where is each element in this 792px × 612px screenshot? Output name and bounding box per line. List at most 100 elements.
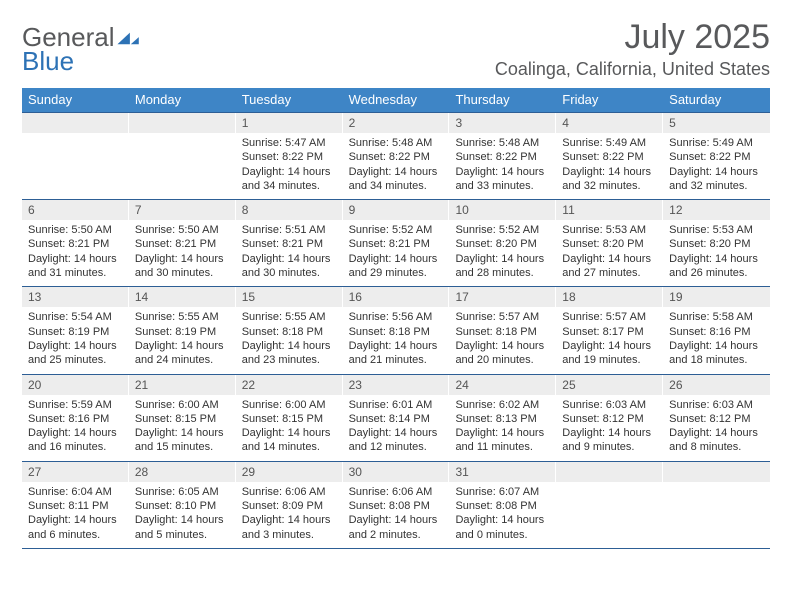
day-header-thursday: Thursday [449, 88, 556, 112]
sunset-line: Sunset: 8:21 PM [28, 237, 125, 251]
brand-mark-icon [117, 24, 141, 50]
day-cell-16: 16Sunrise: 5:56 AMSunset: 8:18 PMDayligh… [343, 287, 450, 373]
day-cell-6: 6Sunrise: 5:50 AMSunset: 8:21 PMDaylight… [22, 200, 129, 286]
daylight-line: Daylight: 14 hours and 25 minutes. [28, 339, 125, 368]
empty-cell [22, 113, 129, 199]
sunrise-line: Sunrise: 5:48 AM [349, 136, 446, 150]
daylight-line: Daylight: 14 hours and 11 minutes. [455, 426, 552, 455]
day-number: 9 [343, 200, 450, 220]
day-cell-12: 12Sunrise: 5:53 AMSunset: 8:20 PMDayligh… [663, 200, 770, 286]
daylight-line: Daylight: 14 hours and 30 minutes. [135, 252, 232, 281]
day-body: Sunrise: 6:00 AMSunset: 8:15 PMDaylight:… [236, 395, 343, 461]
sunrise-line: Sunrise: 5:53 AM [562, 223, 659, 237]
sunset-line: Sunset: 8:19 PM [28, 325, 125, 339]
sunset-line: Sunset: 8:12 PM [562, 412, 659, 426]
daylight-line: Daylight: 14 hours and 23 minutes. [242, 339, 339, 368]
day-body [22, 133, 129, 195]
day-cell-10: 10Sunrise: 5:52 AMSunset: 8:20 PMDayligh… [449, 200, 556, 286]
day-cell-20: 20Sunrise: 5:59 AMSunset: 8:16 PMDayligh… [22, 375, 129, 461]
day-cell-14: 14 Sunrise: 5:55 AMSunset: 8:19 PMDayligh… [129, 287, 236, 373]
daylight-line: Daylight: 14 hours and 20 minutes. [455, 339, 552, 368]
day-number: 14 [129, 287, 236, 307]
daylight-line: Daylight: 14 hours and 19 minutes. [562, 339, 659, 368]
sunrise-line: Sunrise: 5:52 AM [349, 223, 446, 237]
day-number [556, 462, 663, 482]
sunset-line: Sunset: 8:19 PM [135, 325, 232, 339]
brand-logo: GeneralBlue [22, 18, 141, 74]
sunset-line: Sunset: 8:14 PM [349, 412, 446, 426]
day-body: Sunrise: 5:48 AMSunset: 8:22 PMDaylight:… [343, 133, 450, 199]
day-cell-3: 3Sunrise: 5:48 AMSunset: 8:22 PMDaylight… [449, 113, 556, 199]
day-cell-29: 29Sunrise: 6:06 AMSunset: 8:09 PMDayligh… [236, 462, 343, 548]
page-title: July 2025 [495, 18, 770, 57]
daylight-line: Daylight: 14 hours and 14 minutes. [242, 426, 339, 455]
daylight-line: Daylight: 14 hours and 16 minutes. [28, 426, 125, 455]
title-block: July 2025 Coalinga, California, United S… [495, 18, 770, 80]
daylight-line: Daylight: 14 hours and 3 minutes. [242, 513, 339, 542]
sunrise-line: Sunrise: 6:02 AM [455, 398, 552, 412]
day-number: 16 [343, 287, 450, 307]
day-cell-5: 5Sunrise: 5:49 AMSunset: 8:22 PMDaylight… [663, 113, 770, 199]
day-cell-2: 2Sunrise: 5:48 AMSunset: 8:22 PMDaylight… [343, 113, 450, 199]
sunset-line: Sunset: 8:22 PM [562, 150, 659, 164]
sunrise-line: Sunrise: 6:06 AM [242, 485, 339, 499]
day-cell-18: 18Sunrise: 5:57 AMSunset: 8:17 PMDayligh… [556, 287, 663, 373]
day-body: Sunrise: 5:57 AMSunset: 8:17 PMDaylight:… [556, 307, 663, 373]
day-body: Sunrise: 6:05 AMSunset: 8:10 PMDaylight:… [129, 482, 236, 548]
sunrise-line: Sunrise: 6:03 AM [562, 398, 659, 412]
day-number: 2 [343, 113, 450, 133]
daylight-line: Daylight: 14 hours and 24 minutes. [135, 339, 232, 368]
sunset-line: Sunset: 8:08 PM [455, 499, 552, 513]
day-body [663, 482, 770, 544]
sunrise-line: Sunrise: 5:57 AM [455, 310, 552, 324]
daylight-line: Daylight: 14 hours and 28 minutes. [455, 252, 552, 281]
daylight-line: Daylight: 14 hours and 29 minutes. [349, 252, 446, 281]
day-body: Sunrise: 5:47 AMSunset: 8:22 PMDaylight:… [236, 133, 343, 199]
day-number: 15 [236, 287, 343, 307]
day-cell-13: 13Sunrise: 5:54 AMSunset: 8:19 PMDayligh… [22, 287, 129, 373]
week-row: 1Sunrise: 5:47 AMSunset: 8:22 PMDaylight… [22, 112, 770, 199]
day-number: 6 [22, 200, 129, 220]
sunrise-line: Sunrise: 5:55 AM [135, 310, 232, 324]
day-body: Sunrise: 5:49 AMSunset: 8:22 PMDaylight:… [556, 133, 663, 199]
day-cell-24: 24Sunrise: 6:02 AMSunset: 8:13 PMDayligh… [449, 375, 556, 461]
day-body [556, 482, 663, 544]
day-number: 11 [556, 200, 663, 220]
sunrise-line: Sunrise: 6:01 AM [349, 398, 446, 412]
day-cell-27: 27Sunrise: 6:04 AMSunset: 8:11 PMDayligh… [22, 462, 129, 548]
sunset-line: Sunset: 8:20 PM [669, 237, 766, 251]
day-number: 28 [129, 462, 236, 482]
daylight-line: Daylight: 14 hours and 9 minutes. [562, 426, 659, 455]
day-body: Sunrise: 5:53 AMSunset: 8:20 PMDaylight:… [556, 220, 663, 286]
sunrise-line: Sunrise: 5:48 AM [455, 136, 552, 150]
daylight-line: Daylight: 14 hours and 32 minutes. [669, 165, 766, 194]
sunset-line: Sunset: 8:16 PM [669, 325, 766, 339]
day-body: Sunrise: 5:55 AMSunset: 8:18 PMDaylight:… [236, 307, 343, 373]
day-body: Sunrise: 5:51 AMSunset: 8:21 PMDaylight:… [236, 220, 343, 286]
day-number: 21 [129, 375, 236, 395]
day-number: 22 [236, 375, 343, 395]
sunset-line: Sunset: 8:08 PM [349, 499, 446, 513]
daylight-line: Daylight: 14 hours and 12 minutes. [349, 426, 446, 455]
day-body: Sunrise: 6:01 AMSunset: 8:14 PMDaylight:… [343, 395, 450, 461]
daylight-line: Daylight: 14 hours and 2 minutes. [349, 513, 446, 542]
sunrise-line: Sunrise: 6:06 AM [349, 485, 446, 499]
day-body: Sunrise: 5:58 AMSunset: 8:16 PMDaylight:… [663, 307, 770, 373]
day-header-row: SundayMondayTuesdayWednesdayThursdayFrid… [22, 88, 770, 112]
sunrise-line: Sunrise: 6:05 AM [135, 485, 232, 499]
day-cell-31: 31Sunrise: 6:07 AMSunset: 8:08 PMDayligh… [449, 462, 556, 548]
day-body: Sunrise: 6:06 AMSunset: 8:09 PMDaylight:… [236, 482, 343, 548]
day-number: 26 [663, 375, 770, 395]
sunset-line: Sunset: 8:22 PM [349, 150, 446, 164]
day-number: 18 [556, 287, 663, 307]
empty-cell [556, 462, 663, 548]
day-header-saturday: Saturday [663, 88, 770, 112]
sunrise-line: Sunrise: 5:53 AM [669, 223, 766, 237]
day-body: Sunrise: 5:54 AMSunset: 8:19 PMDaylight:… [22, 307, 129, 373]
day-number [22, 113, 129, 133]
day-cell-4: 4Sunrise: 5:49 AMSunset: 8:22 PMDaylight… [556, 113, 663, 199]
calendar-grid: SundayMondayTuesdayWednesdayThursdayFrid… [22, 88, 770, 549]
sunset-line: Sunset: 8:18 PM [455, 325, 552, 339]
day-number: 29 [236, 462, 343, 482]
day-number: 19 [663, 287, 770, 307]
